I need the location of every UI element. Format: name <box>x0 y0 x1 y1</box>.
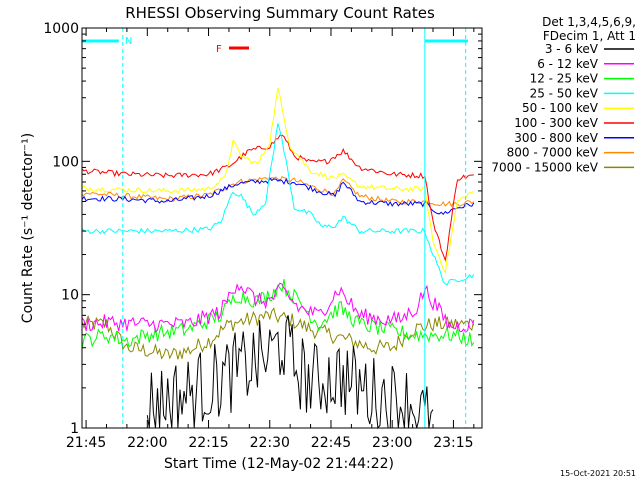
timestamp: 15-Oct-2021 20:51 <box>560 469 636 478</box>
x-tick-label-3: 22:30 <box>250 435 290 451</box>
legend-entry-5: 100 - 300 keV <box>514 116 598 130</box>
series-line-6 <box>81 176 475 216</box>
plot-area: NF <box>81 28 475 430</box>
series-line-5 <box>81 134 474 262</box>
legend-entry-4: 50 - 100 keV <box>522 101 599 115</box>
y-tick-label-0: 1 <box>70 421 79 437</box>
x-tick-label-5: 23:00 <box>372 435 412 451</box>
legend-entry-6: 300 - 800 keV <box>514 131 598 145</box>
x-tick-label-6: 23:15 <box>433 435 473 451</box>
x-tick-label-2: 22:15 <box>188 435 228 451</box>
plot-frame <box>81 27 483 429</box>
legend-entry-0: 3 - 6 keV <box>545 42 599 56</box>
legend-entry-2: 12 - 25 keV <box>530 72 599 86</box>
legend-entry-7: 800 - 7000 keV <box>507 146 599 160</box>
legend-entry-3: 25 - 50 keV <box>530 86 599 100</box>
legend-header-line-1: Det 1,3,4,5,6,9, <box>542 15 636 29</box>
series-line-2 <box>81 279 475 349</box>
night-flag-label: N <box>125 36 132 47</box>
legend-header-line-2: FDecim 1, Att 1 <box>543 29 636 43</box>
x-tick-label-0: 21:45 <box>66 435 106 451</box>
flare-flag-label: F <box>216 44 222 55</box>
series-line-0 <box>146 315 434 430</box>
y-tick-label-1: 10 <box>61 288 79 304</box>
y-axis-label: Count Rate (s⁻¹ detector⁻¹) <box>20 133 36 323</box>
x-axis-label: Start Time (12-May-02 21:44:22) <box>164 456 394 472</box>
y-tick-label-3: 1000 <box>43 21 79 37</box>
legend-entry-1: 6 - 12 keV <box>537 57 599 71</box>
series-line-4 <box>81 87 475 275</box>
series-line-3 <box>81 123 475 286</box>
series-line-7 <box>81 175 475 208</box>
series-line-1 <box>81 282 475 333</box>
x-tick-label-4: 22:45 <box>311 435 351 451</box>
y-tick-label-2: 100 <box>52 154 79 170</box>
axes: 1 10 100 1000 21:45 22:00 22:15 22:30 22:45 23:00… <box>43 21 483 451</box>
legend-entry-8: 7000 - 15000 keV <box>491 160 598 174</box>
x-tick-label-1: 22:00 <box>127 435 167 451</box>
chart-title: RHESSI Observing Summary Count Rates <box>125 4 435 22</box>
